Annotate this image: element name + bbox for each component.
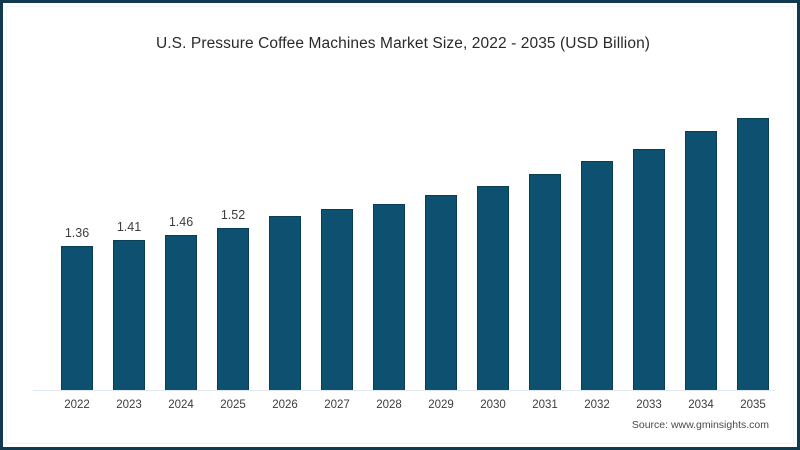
- bar-2028[interactable]: [373, 203, 405, 391]
- x-tick-label-2028: 2028: [376, 399, 402, 411]
- bar-slot: [155, 83, 207, 391]
- bar-2024[interactable]: [165, 234, 197, 391]
- bar-2025[interactable]: [217, 228, 249, 391]
- x-tick-label-2025: 2025: [220, 399, 246, 411]
- x-tick-label-2032: 2032: [584, 399, 610, 411]
- x-tick-label-2033: 2033: [636, 399, 662, 411]
- bar-2033[interactable]: [633, 149, 665, 391]
- x-tick-label-2023: 2023: [116, 399, 142, 411]
- bar-slot: [519, 83, 571, 391]
- bar-2022[interactable]: [61, 245, 93, 391]
- bar-slot: [467, 83, 519, 391]
- bar-value-label-2024: 1.46: [168, 214, 194, 229]
- plot-area: [33, 83, 773, 391]
- bar-2023[interactable]: [113, 240, 145, 391]
- bar-2032[interactable]: [581, 161, 613, 391]
- bar-value-label-2025: 1.52: [220, 208, 246, 223]
- bar-2034[interactable]: [685, 131, 717, 391]
- x-tick-label-2035: 2035: [740, 399, 766, 411]
- source-note: Source: www.gminsights.com: [631, 419, 769, 431]
- bar-slot: [415, 83, 467, 391]
- bar-slot: [727, 83, 779, 391]
- bar-slot: [311, 83, 363, 391]
- x-tick-label-2034: 2034: [688, 399, 714, 411]
- bar-slot: [259, 83, 311, 391]
- bar-slot: [675, 83, 727, 391]
- bar-2026[interactable]: [269, 215, 301, 391]
- bar-2030[interactable]: [477, 185, 509, 391]
- bar-2027[interactable]: [321, 209, 353, 391]
- bar-slot: [623, 83, 675, 391]
- x-tick-label-2031: 2031: [532, 399, 558, 411]
- bar-2029[interactable]: [425, 195, 457, 391]
- figure-inner-border: [6, 6, 794, 444]
- chart-title: U.S. Pressure Coffee Machines Market Siz…: [155, 35, 651, 52]
- bar-2031[interactable]: [529, 173, 561, 391]
- x-axis-line: [33, 390, 775, 391]
- bar-slot: [103, 83, 155, 391]
- x-tick-label-2024: 2024: [168, 399, 194, 411]
- bar-value-label-2023: 1.41: [116, 220, 142, 235]
- bar-slot: [571, 83, 623, 391]
- x-tick-label-2029: 2029: [428, 399, 454, 411]
- x-tick-label-2022: 2022: [64, 399, 90, 411]
- x-tick-label-2026: 2026: [272, 399, 298, 411]
- bar-slot: [207, 83, 259, 391]
- x-tick-label-2027: 2027: [324, 399, 350, 411]
- bar-2035[interactable]: [737, 118, 769, 391]
- bar-slot: [363, 83, 415, 391]
- x-tick-label-2030: 2030: [480, 399, 506, 411]
- bar-value-label-2022: 1.36: [64, 225, 90, 240]
